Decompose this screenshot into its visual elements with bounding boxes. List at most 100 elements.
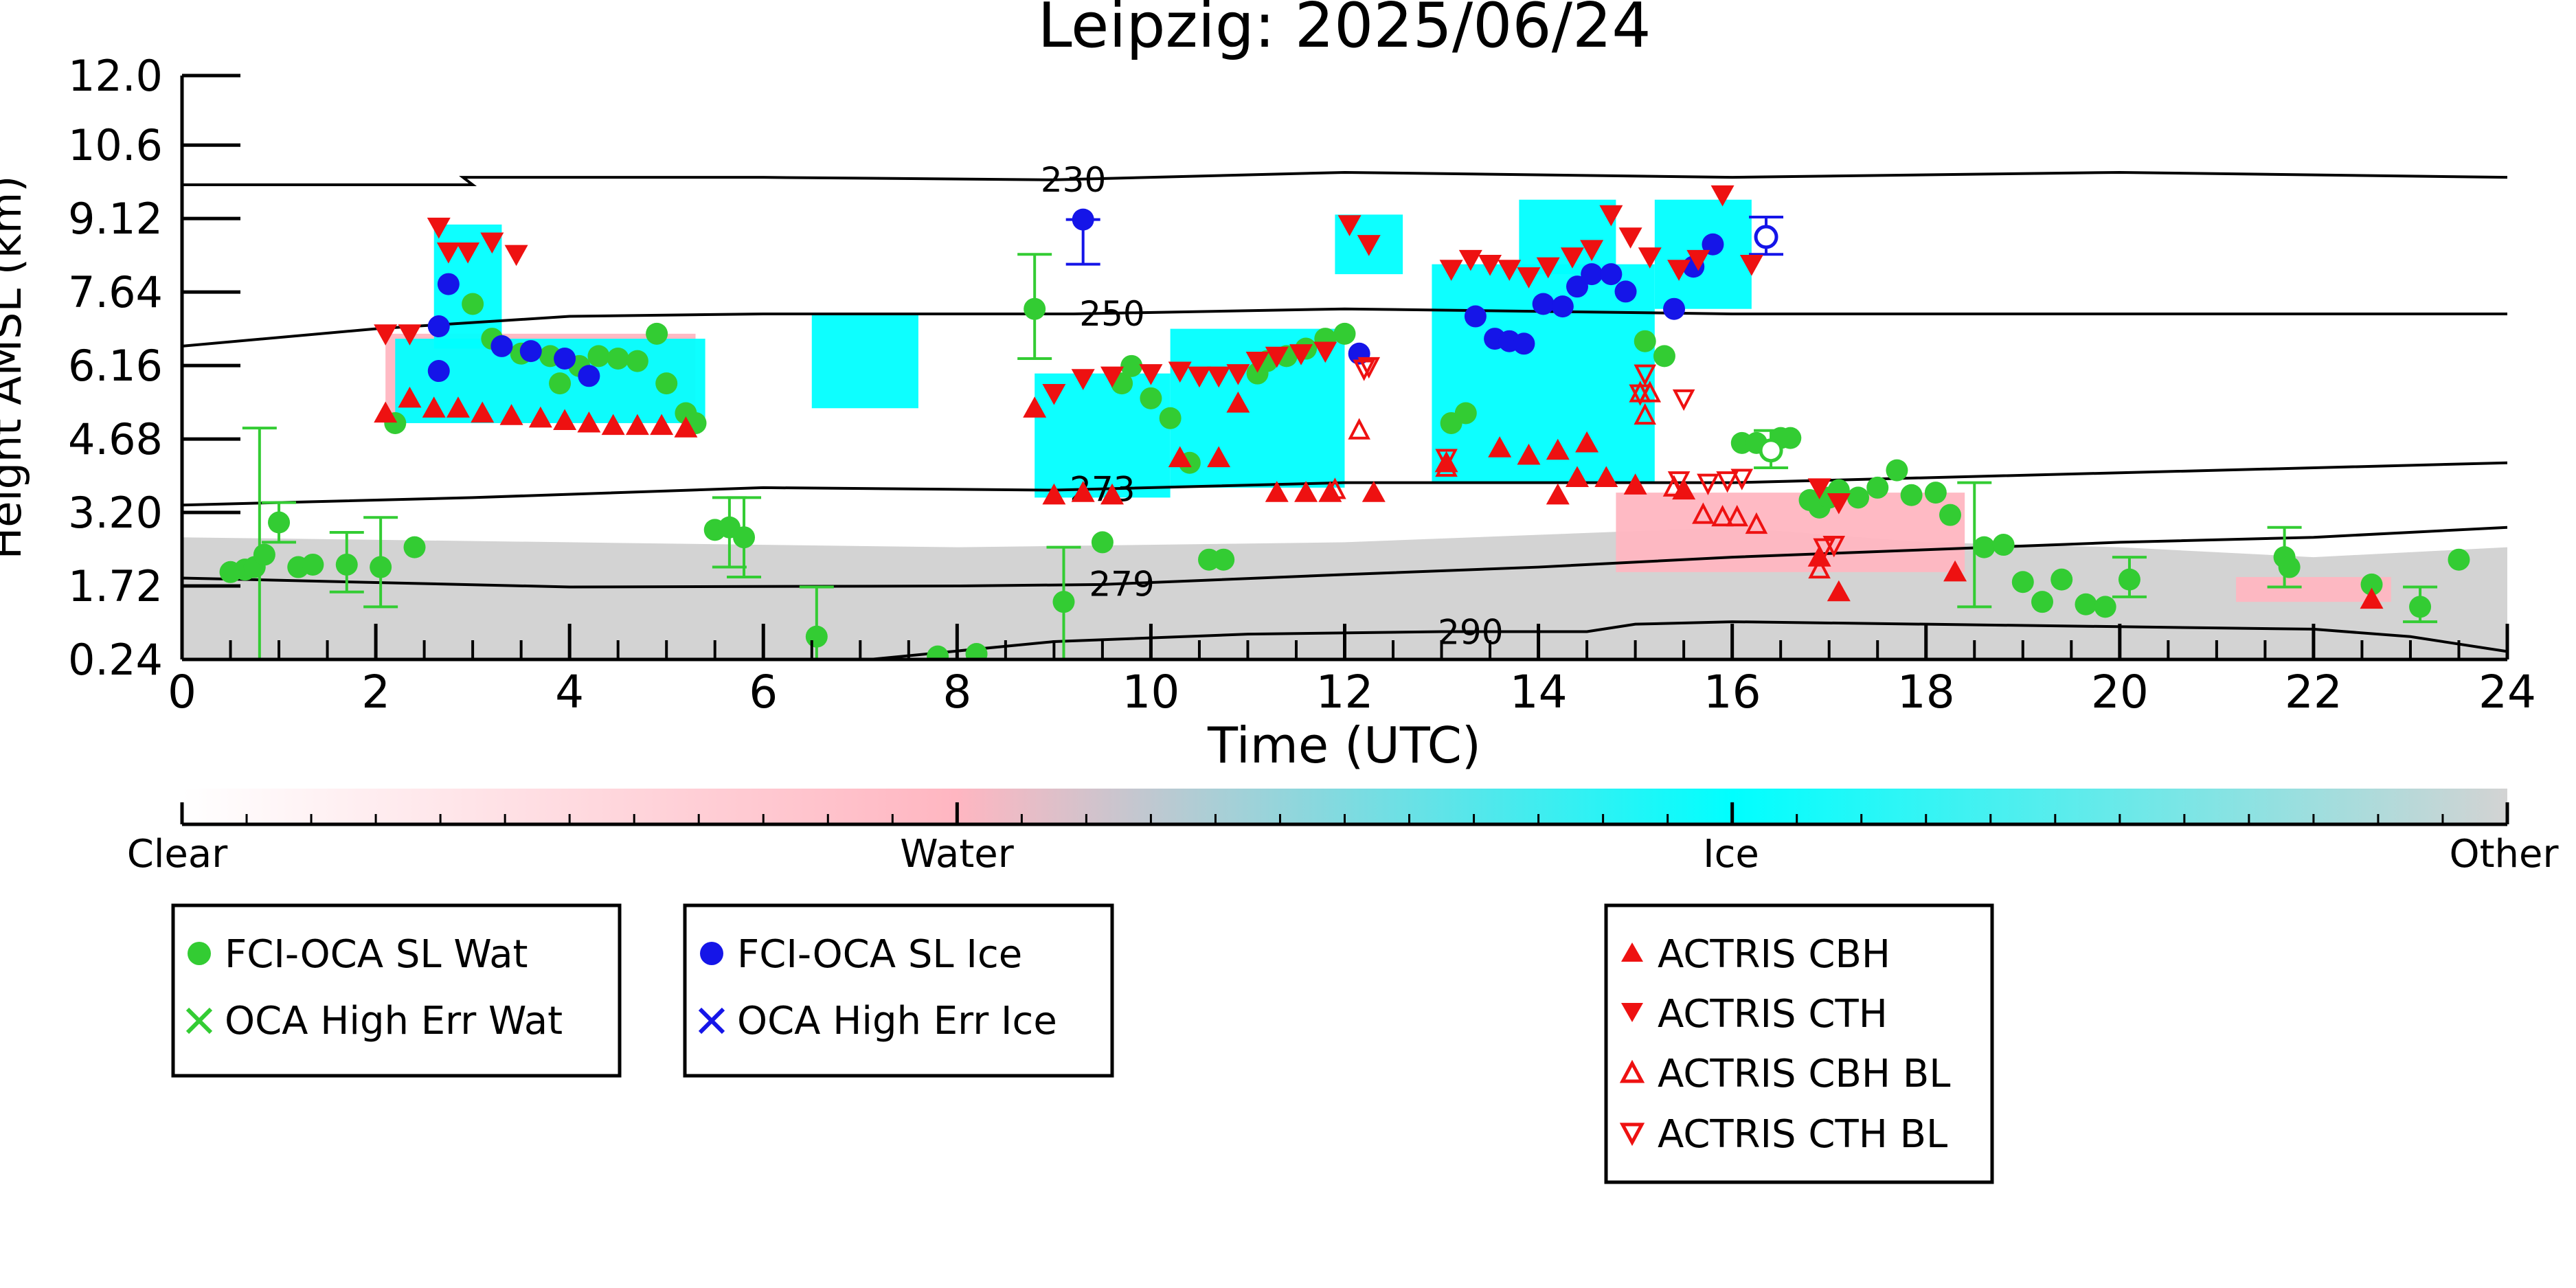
- data-point: [1634, 403, 1657, 425]
- data-point: [1697, 473, 1719, 496]
- data-point: [1517, 443, 1541, 465]
- x-tick-label: 14: [1510, 666, 1568, 719]
- data-point: [1313, 341, 1337, 363]
- data-point: [1337, 215, 1362, 236]
- data-point: [1357, 357, 1381, 379]
- data-point: [1207, 446, 1231, 468]
- x-tick-label: 20: [2091, 666, 2149, 719]
- data-point: [2448, 548, 2470, 571]
- y-tick-label: 12.0: [68, 51, 163, 101]
- data-point: [1710, 185, 1735, 207]
- data-point: [1686, 249, 1710, 271]
- x-tick-label: 0: [168, 666, 196, 719]
- data-point: [1866, 476, 1889, 499]
- data-point: [1600, 263, 1623, 286]
- data-point: [1353, 359, 1376, 381]
- classification-colorbar: Clear Water Ice Other: [127, 789, 2559, 877]
- region-ice: [811, 313, 918, 409]
- data-point: [1042, 383, 1066, 405]
- data-point: [374, 324, 398, 346]
- data-point: [1024, 297, 1046, 320]
- data-point: [1827, 580, 1851, 602]
- data-point: [1580, 240, 1604, 261]
- data-point: [1265, 481, 1289, 502]
- data-point: [302, 553, 324, 576]
- y-tick-label: 3.20: [68, 488, 163, 538]
- plot-axes: 0 2 4 6 8 10 12 14 16 18 20 22 24 0.241.723.204.686.…: [68, 51, 2536, 719]
- data-point: [2075, 593, 2097, 615]
- data-point: [646, 322, 668, 345]
- data-point: [2011, 571, 2034, 594]
- data-point: [2360, 587, 2384, 609]
- data-point: [1847, 486, 1870, 509]
- y-tick-label: 4.68: [68, 414, 163, 464]
- data-point: [1294, 481, 1318, 502]
- data-point: [427, 217, 451, 239]
- colorbar-label-clear: Clear: [127, 832, 228, 877]
- data-point: [650, 414, 674, 436]
- legend-marker-cbh: [1621, 942, 1643, 962]
- legend-label-cth: ACTRIS CTH: [1658, 992, 1888, 1037]
- data-point: [1187, 366, 1211, 388]
- colorbar-label-other: Other: [2449, 832, 2559, 877]
- data-point: [1807, 478, 1831, 499]
- data-point: [1653, 345, 1675, 368]
- data-point: [398, 386, 422, 408]
- data-point: [626, 350, 648, 372]
- legend-frame: [171, 903, 622, 1078]
- contour-label-250: 250: [1079, 294, 1144, 334]
- data-point: [1575, 431, 1599, 453]
- data-point: [1992, 534, 2015, 556]
- x-ticks: 0 2 4 6 8 10 12 14 16 18 20 22 24: [168, 624, 2536, 719]
- data-point: [1324, 477, 1346, 499]
- data-point: [655, 372, 678, 395]
- colorbar-ticks: [180, 802, 2509, 824]
- contour-line-230: [182, 170, 2507, 187]
- data-point: [1599, 205, 1623, 227]
- x-tick-label: 2: [361, 666, 390, 719]
- y-tick-label: 0.24: [68, 635, 163, 685]
- data-point: [1071, 481, 1095, 502]
- y-ticks: 0.24 1.72 3.20 4.68 6.16 7.64 9.12 10.6 12.0: [68, 51, 240, 685]
- data-point: [1159, 407, 1182, 429]
- data-point: [1023, 396, 1047, 418]
- data-point: [403, 536, 426, 558]
- data-point: [927, 645, 949, 659]
- data-point: [1226, 364, 1250, 385]
- legend-ice: FCI-OCA SL Ice OCA High Err Ice: [683, 903, 1114, 1078]
- data-point: [1886, 459, 1908, 482]
- x-axis-label: Time (UTC): [1207, 716, 1481, 774]
- data-point: [1091, 531, 1114, 554]
- data-point: [733, 526, 756, 549]
- data-point: [1289, 344, 1313, 365]
- data-point: [427, 360, 450, 383]
- legend-marker-cbh-bl: [1619, 1059, 1645, 1083]
- legend-x-marker-ice: [698, 1007, 725, 1035]
- data-point: [1692, 502, 1715, 524]
- data-point: [2409, 596, 2432, 618]
- legend-x-marker-wat: [185, 1007, 213, 1035]
- region-ice: [1519, 199, 1616, 275]
- data-point: [1100, 483, 1124, 505]
- data-point: [1488, 436, 1512, 457]
- y-tick-label: 9.12: [68, 194, 163, 244]
- data-point: [1551, 295, 1574, 318]
- data-point: [1536, 257, 1560, 279]
- legend-marker-cth: [1621, 1003, 1643, 1022]
- data-point: [1517, 267, 1541, 289]
- data-point: [1478, 255, 1502, 276]
- data-point: [1618, 227, 1642, 249]
- classification-background: [182, 199, 2507, 659]
- data-point: [1333, 322, 1356, 345]
- data-point: [1207, 366, 1231, 388]
- data-point: [2118, 568, 2140, 591]
- data-markers: [219, 185, 2470, 659]
- data-point: [1900, 484, 1923, 506]
- data-point: [427, 315, 450, 338]
- data-point: [625, 414, 649, 436]
- data-point: [554, 347, 576, 370]
- data-point: [965, 643, 988, 659]
- data-point: [437, 273, 460, 295]
- data-point: [578, 365, 600, 387]
